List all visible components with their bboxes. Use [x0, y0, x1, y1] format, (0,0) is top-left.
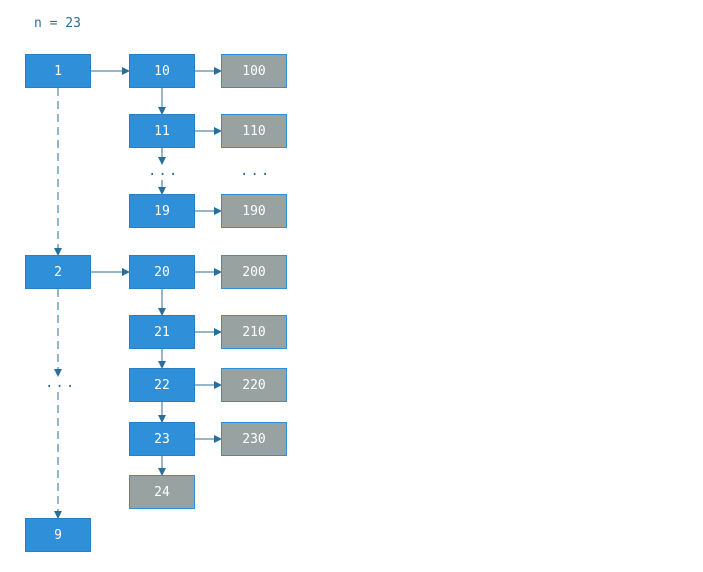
- node-110: 110: [221, 114, 287, 148]
- node-200: 200: [221, 255, 287, 289]
- node-9: 9: [25, 518, 91, 552]
- node-230: 230: [221, 422, 287, 456]
- node-20: 20: [129, 255, 195, 289]
- node-190: 190: [221, 194, 287, 228]
- node-210: 210: [221, 315, 287, 349]
- node-23: 23: [129, 422, 195, 456]
- ellipsis-left: ...: [45, 375, 77, 391]
- node-10: 10: [129, 54, 195, 88]
- node-220: 220: [221, 368, 287, 402]
- node-100: 100: [221, 54, 287, 88]
- ellipsis-middle: ...: [148, 163, 180, 179]
- node-2: 2: [25, 255, 91, 289]
- node-1: 1: [25, 54, 91, 88]
- header-label: n = 23: [34, 16, 81, 31]
- node-21: 21: [129, 315, 195, 349]
- node-22: 22: [129, 368, 195, 402]
- node-19: 19: [129, 194, 195, 228]
- ellipsis-right: ...: [240, 163, 272, 179]
- node-24: 24: [129, 475, 195, 509]
- node-11: 11: [129, 114, 195, 148]
